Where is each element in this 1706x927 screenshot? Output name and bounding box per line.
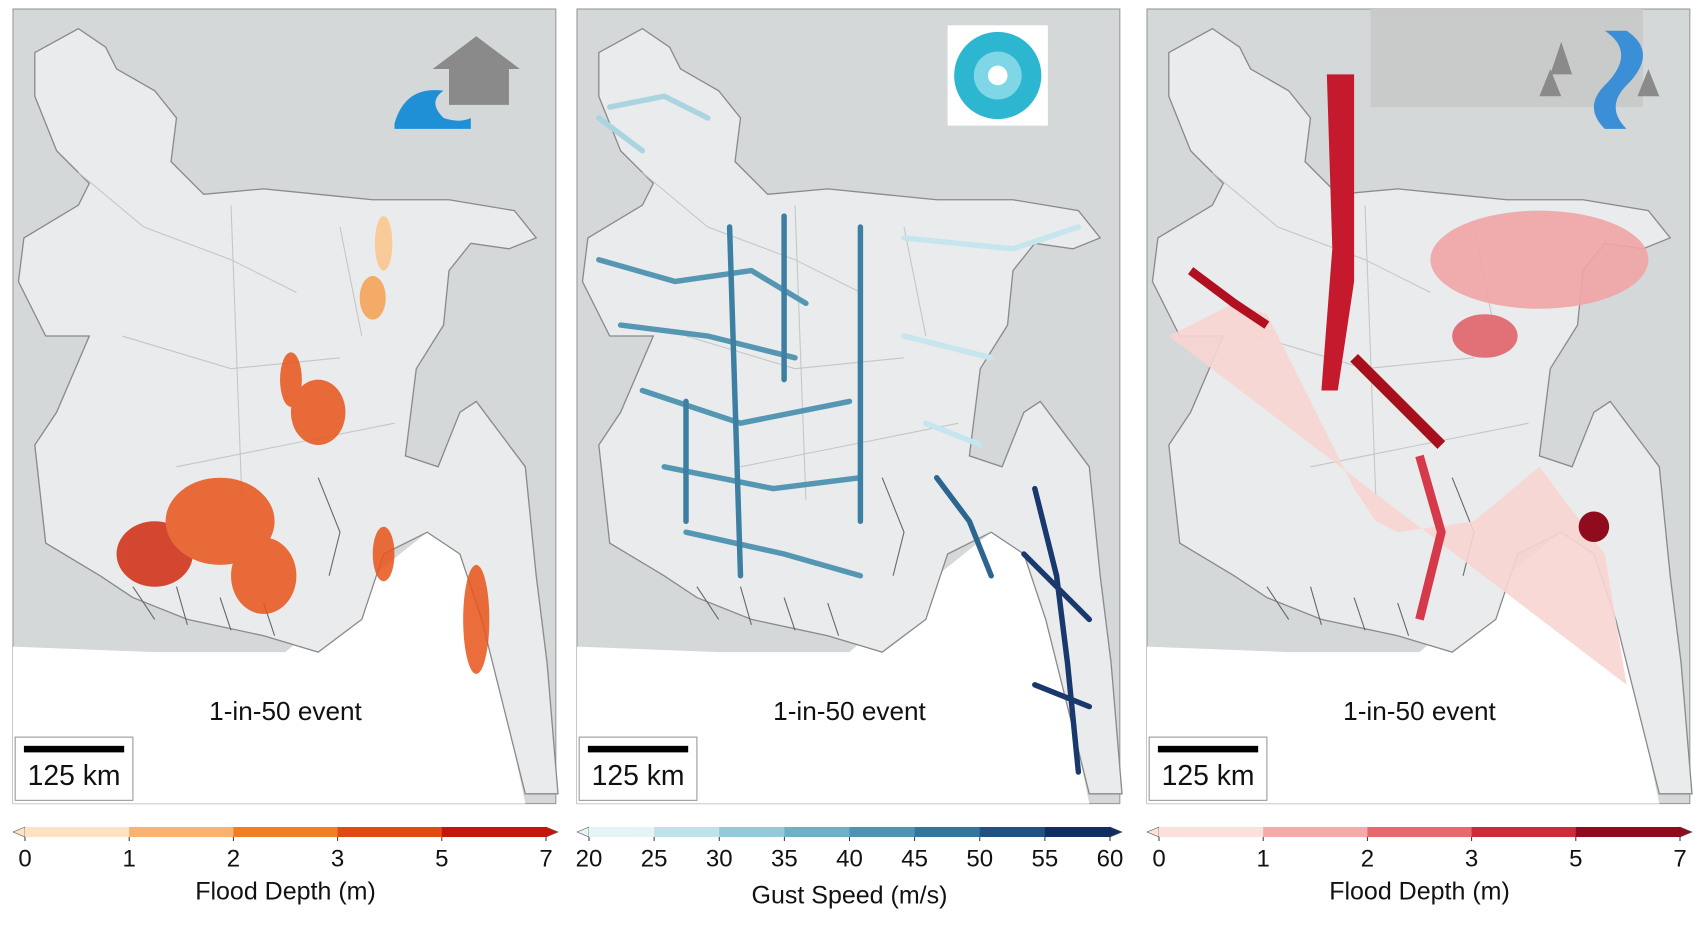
scale-label: 125 km	[1162, 760, 1255, 792]
flood-extent	[116, 216, 490, 674]
colorbar-segment	[1159, 827, 1264, 837]
colorbar-tick-label: 0	[1152, 845, 1165, 872]
colorbar-segment	[1263, 827, 1368, 837]
colorbar-tick-label: 1	[1257, 845, 1270, 872]
colorbar-tick-label: 35	[771, 845, 798, 872]
colorbar-segment	[337, 827, 443, 837]
colorbar-segment	[849, 827, 916, 837]
colorbar-segment	[441, 827, 547, 837]
scale-label: 125 km	[592, 760, 685, 792]
colorbar-tick-label: 40	[836, 845, 863, 872]
colorbar-label: Flood Depth (m)	[195, 878, 376, 906]
colorbar-tick-label: 50	[966, 845, 993, 872]
scale-bar	[1157, 745, 1259, 753]
colorbar-end	[576, 826, 590, 838]
colorbar-tick-label: 2	[227, 845, 240, 872]
colorbar-segment	[1044, 827, 1111, 837]
colorbar-segment	[1471, 827, 1577, 837]
map-panel: 1-in-50 event 125 km	[13, 9, 558, 804]
colorbar-tick-label: 3	[1465, 845, 1478, 872]
colorbar-tick-label: 1	[123, 845, 136, 872]
colorbar-segment	[914, 827, 981, 837]
map-panel: 1-in-50 event 125 km	[1147, 9, 1692, 804]
scale-label: 125 km	[28, 760, 121, 792]
colorbar-segment	[719, 827, 785, 837]
colorbar-tick-label: 20	[576, 845, 603, 872]
colorbar-end	[1109, 826, 1123, 838]
scale-bar	[23, 745, 125, 753]
colorbar-label: Flood Depth (m)	[1329, 878, 1510, 906]
colorbar-tick-label: 2	[1361, 845, 1374, 872]
colorbar-segment	[654, 827, 720, 837]
event-label: 1-in-50 event	[209, 696, 362, 726]
icon	[394, 36, 520, 129]
icon	[947, 25, 1048, 126]
colorbar-end	[1146, 826, 1160, 838]
colorbar-segment	[979, 827, 1046, 837]
colorbar-segment	[589, 827, 655, 837]
colorbar-tick-label: 45	[901, 845, 928, 872]
colorbar-tick-label: 55	[1032, 845, 1059, 872]
colorbar-segment	[129, 827, 234, 837]
colorbar-tick-label: 60	[1097, 845, 1124, 872]
colorbar-segment	[784, 827, 850, 837]
gust-network	[596, 93, 1093, 775]
colorbar-tick-label: 3	[331, 845, 344, 872]
colorbar-tick-label: 0	[18, 845, 31, 872]
colorbar-end	[12, 826, 26, 838]
scale-bar	[587, 745, 689, 753]
colorbar-tick-label: 7	[1673, 845, 1686, 872]
colorbar-label: Gust Speed (m/s)	[752, 882, 948, 910]
icon	[1370, 9, 1660, 129]
colorbar-segment	[25, 827, 130, 837]
colorbar-segment	[1367, 827, 1473, 837]
colorbar-tick-label: 7	[539, 845, 552, 872]
colorbar-segment	[1575, 827, 1681, 837]
colorbar-tick-label: 30	[706, 845, 733, 872]
colorbar-segment	[233, 827, 339, 837]
colorbar-end	[545, 826, 559, 838]
colorbar-tick-label: 5	[1569, 845, 1582, 872]
event-label: 1-in-50 event	[1343, 696, 1496, 726]
event-label: 1-in-50 event	[773, 696, 926, 726]
map-panel: 1-in-50 event 125 km	[577, 9, 1122, 804]
colorbar-end	[1679, 826, 1693, 838]
colorbar-tick-label: 25	[641, 845, 668, 872]
colorbar-tick-label: 5	[435, 845, 448, 872]
flood-points	[1168, 74, 1649, 685]
